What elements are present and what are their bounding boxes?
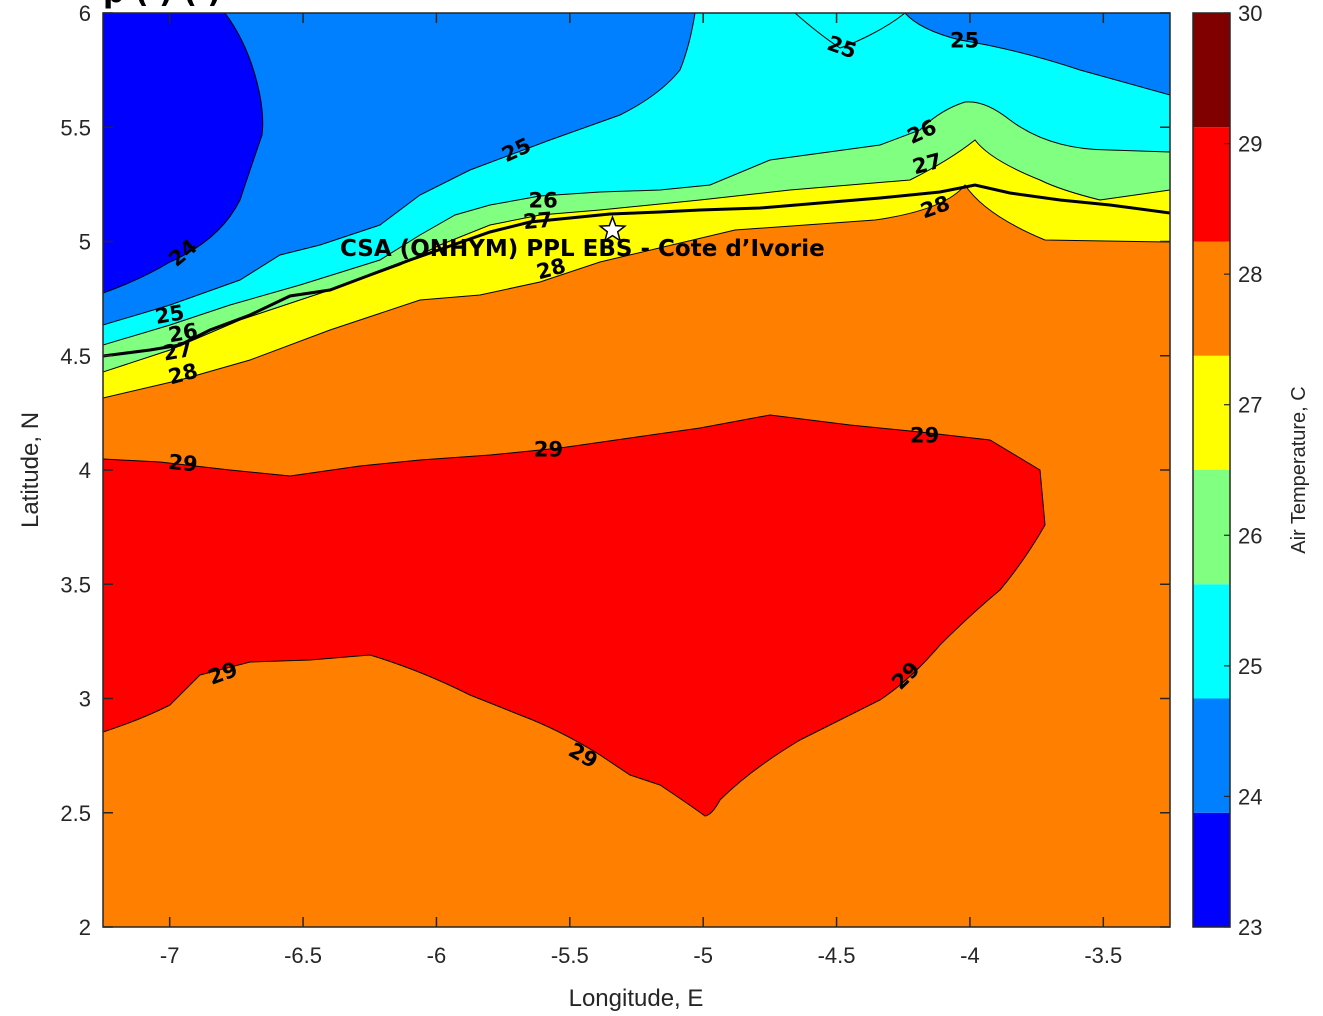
y-tick-label: 3.5 bbox=[60, 572, 91, 597]
colorbar-swatch bbox=[1193, 584, 1230, 699]
colorbar-tick-label: 29 bbox=[1238, 132, 1262, 157]
contour-fill-layer bbox=[103, 13, 1170, 927]
colorbar-swatch bbox=[1193, 698, 1230, 813]
contour-label: 25 bbox=[950, 28, 979, 52]
y-tick-label: 2.5 bbox=[60, 801, 91, 826]
contour-label: 27 bbox=[161, 337, 194, 366]
colorbar-tick-label: 23 bbox=[1238, 915, 1262, 940]
colorbar-tick-label: 24 bbox=[1238, 784, 1262, 809]
band-25-26-top bbox=[794, 13, 906, 49]
x-tick-label: -4 bbox=[960, 943, 980, 968]
site-annotation: CSA (ONHYM) PPL EBS - Cote d’Ivorie bbox=[340, 214, 825, 262]
x-tick-label: -5 bbox=[693, 943, 713, 968]
contour-label: 25 bbox=[153, 300, 186, 329]
contour-label: 26 bbox=[167, 319, 200, 348]
y-tick-label: 4.5 bbox=[60, 344, 91, 369]
y-tick-label: 2 bbox=[79, 915, 91, 940]
colorbar-swatch bbox=[1193, 355, 1230, 470]
colorbar-label: Air Temperature, C bbox=[1288, 386, 1310, 553]
colorbar-tick-label: 27 bbox=[1238, 393, 1262, 418]
x-tick-label: -6 bbox=[427, 943, 447, 968]
site-annotation-text: CSA (ONHYM) PPL EBS - Cote d’Ivorie bbox=[340, 236, 825, 262]
y-tick-label: 6 bbox=[79, 1, 91, 26]
colorbar-tick-label: 28 bbox=[1238, 262, 1262, 287]
axis-ticks: -7 -6.5 -6 -5.5 -5 -4.5 -4 -3.5 2 2.5 3 3.5 4 4.5 5 5.5… bbox=[60, 1, 1170, 968]
band-29-30 bbox=[103, 414, 1046, 817]
band-23-24 bbox=[103, 13, 264, 294]
x-axis-label: Longitude, E bbox=[569, 985, 704, 1012]
x-tick-label: -7 bbox=[160, 943, 180, 968]
colorbar-swatch bbox=[1193, 812, 1230, 927]
y-axis-label: Latitude, N bbox=[17, 412, 44, 528]
contour-label: 29 bbox=[910, 424, 939, 448]
colorbar-swatch bbox=[1193, 127, 1230, 242]
contour-label: 27 bbox=[522, 208, 553, 234]
colorbar-tick-label: 30 bbox=[1238, 1, 1262, 26]
x-tick-label: -5.5 bbox=[551, 943, 589, 968]
contour-label: 29 bbox=[167, 450, 198, 476]
site-star-marker bbox=[598, 214, 627, 243]
colorbar-swatch bbox=[1193, 470, 1230, 585]
colorbar-tick-label: 26 bbox=[1238, 523, 1262, 548]
contour-label: 29 bbox=[534, 437, 563, 461]
colorbar-frame bbox=[1192, 12, 1231, 928]
x-tick-label: -3.5 bbox=[1084, 943, 1122, 968]
x-tick-label: -4.5 bbox=[818, 943, 856, 968]
y-tick-label: 4 bbox=[79, 458, 91, 483]
y-tick-label: 5.5 bbox=[60, 115, 91, 140]
y-tick-label: 3 bbox=[79, 687, 91, 712]
colorbar-swatch bbox=[1193, 13, 1230, 128]
contour-label: 26 bbox=[529, 188, 558, 212]
coastline bbox=[103, 183, 1170, 358]
colorbar: 23 24 25 26 27 28 29 30 bbox=[1192, 1, 1262, 940]
chart-title-partial: p ( ) ( ) bbox=[103, 0, 221, 10]
y-tick-label: 5 bbox=[79, 230, 91, 255]
band-24-25 bbox=[103, 13, 1170, 326]
x-tick-label: -6.5 bbox=[284, 943, 322, 968]
colorbar-swatch bbox=[1193, 241, 1230, 356]
colorbar-tick-label: 25 bbox=[1238, 654, 1262, 679]
